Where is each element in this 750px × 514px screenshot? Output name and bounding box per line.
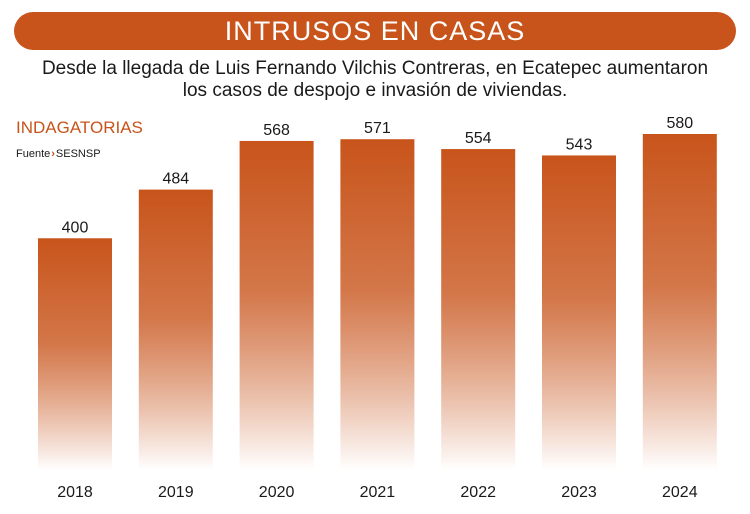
source-value: SESNSP bbox=[55, 148, 101, 160]
source-label: Fuente bbox=[16, 148, 51, 160]
bar-2023 bbox=[542, 155, 616, 470]
x-tick-2024: 2024 bbox=[662, 484, 698, 501]
bars-group: 400 2018 484 2019 568 2020 571 2021 554 2022 543 20… bbox=[38, 115, 717, 501]
legend-block: INDAGATORIAS Fuente›SESNSP bbox=[16, 118, 143, 160]
x-tick-2022: 2022 bbox=[460, 484, 496, 501]
bar-2021 bbox=[340, 139, 415, 470]
subtitle-line-2: los casos de despojo e invasión de vivie… bbox=[182, 80, 568, 101]
x-tick-2018: 2018 bbox=[57, 484, 93, 501]
title-banner: INTRUSOS EN CASAS bbox=[14, 12, 736, 50]
data-label-2021: 571 bbox=[364, 120, 391, 137]
bar-2018 bbox=[38, 238, 112, 470]
data-label-2020: 568 bbox=[263, 122, 290, 139]
bar-2024 bbox=[642, 134, 717, 470]
source-note: Fuente›SESNSP bbox=[16, 148, 143, 160]
metric-label: INDAGATORIAS bbox=[16, 118, 143, 137]
data-label-2022: 554 bbox=[465, 130, 492, 147]
data-label-2024: 580 bbox=[666, 115, 693, 132]
data-label-2019: 484 bbox=[162, 171, 189, 188]
data-label-2018: 400 bbox=[62, 219, 89, 236]
x-tick-2019: 2019 bbox=[158, 484, 194, 501]
x-tick-2023: 2023 bbox=[561, 484, 597, 501]
bar-2019 bbox=[138, 189, 213, 470]
chart-subtitle: Desde la llegada de Luis Fernando Vilchi… bbox=[20, 58, 730, 102]
chart-title: INTRUSOS EN CASAS bbox=[224, 15, 526, 46]
subtitle-line-1: Desde la llegada de Luis Fernando Vilchi… bbox=[41, 58, 709, 79]
x-tick-2020: 2020 bbox=[259, 484, 295, 501]
x-tick-2021: 2021 bbox=[360, 484, 396, 501]
bar-2022 bbox=[441, 149, 516, 470]
chevron-right-icon: › bbox=[51, 148, 55, 160]
data-label-2023: 543 bbox=[566, 136, 593, 153]
bar-2020 bbox=[239, 140, 314, 470]
